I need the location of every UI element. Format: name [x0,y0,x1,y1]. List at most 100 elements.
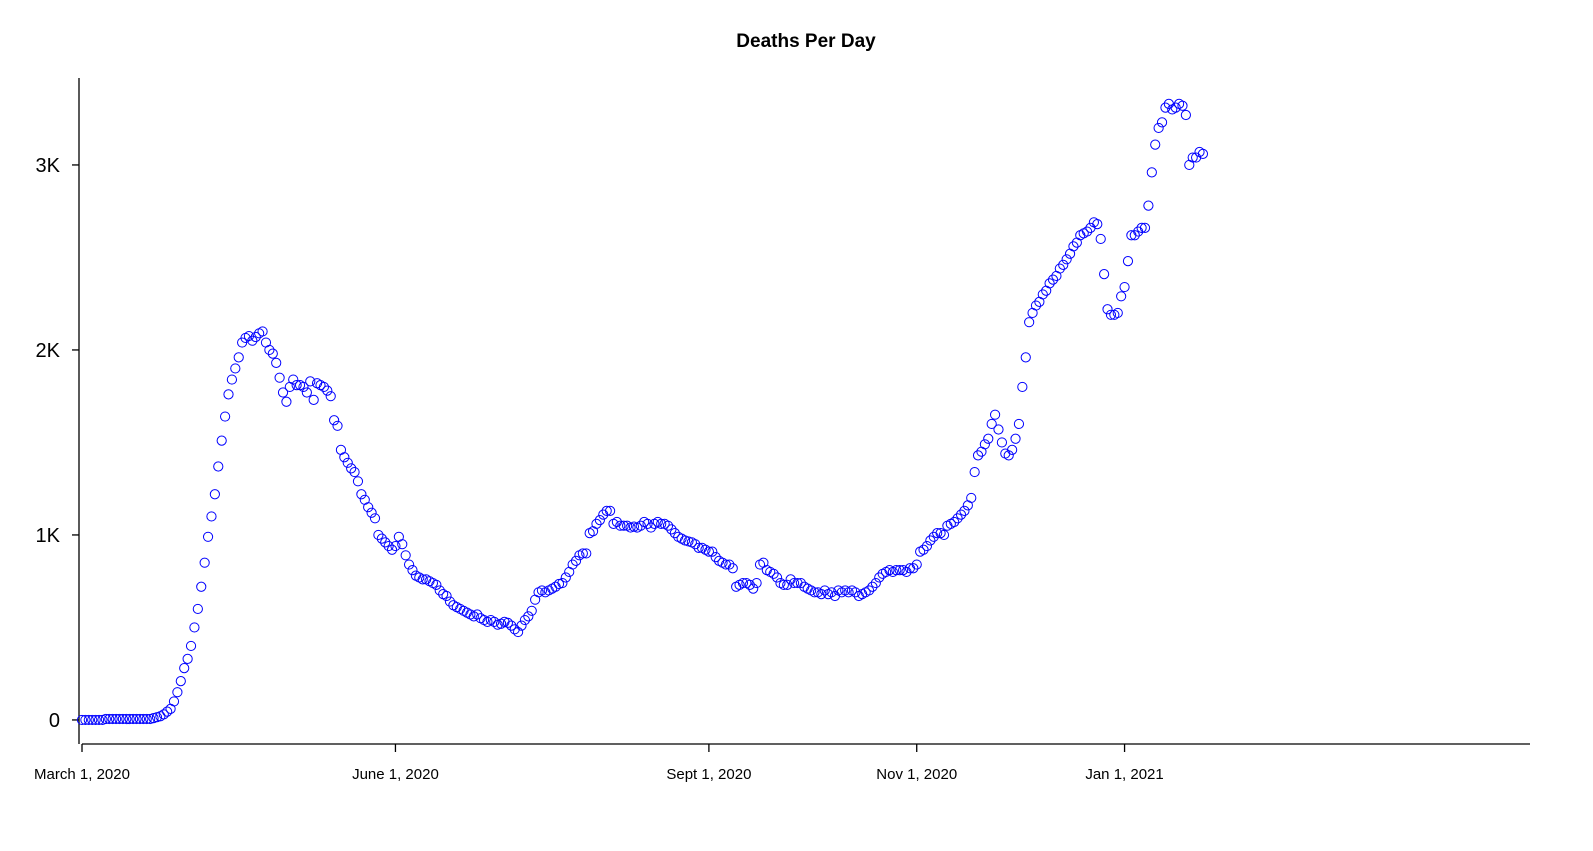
data-point [669,528,680,539]
data-point [138,713,149,725]
data-point [202,531,214,542]
data-point [1177,100,1188,111]
data-point [666,524,677,535]
data-point [819,585,830,596]
data-point [1102,304,1113,315]
data-point [635,520,646,531]
data-point [949,516,960,528]
data-point [1099,269,1110,280]
data-point [966,492,977,504]
data-point [434,585,445,596]
data-point [1143,200,1154,211]
data-point [618,520,629,531]
x-tick-label: Nov 1, 2020 [876,766,957,783]
data-point [1081,226,1093,237]
data-point [955,509,967,520]
data-point [342,457,353,468]
data-point [141,713,152,725]
data-point [349,466,360,478]
data-point [959,505,970,516]
data-point [209,489,220,500]
data-point [557,577,568,589]
data-point [332,420,343,431]
data-point [969,466,980,478]
data-point [489,616,500,628]
y-axis-ticks: 0 1K 2K 3K [36,155,79,732]
data-point [938,529,950,541]
data-point [376,533,387,544]
data-point [322,385,333,396]
data-point [1054,263,1065,274]
data-point [369,513,381,524]
data-point [192,603,203,615]
data-point [291,380,302,391]
data-point [189,622,200,633]
data-point [104,713,115,725]
data-point [216,435,227,446]
data-point [403,559,415,570]
data-point [305,376,316,387]
data-point [1013,418,1025,430]
data-point [213,461,224,472]
y-tick-label: 2K [36,340,61,362]
data-point [519,614,531,626]
data-point [1017,381,1028,393]
data-point [816,589,827,600]
data-point [656,518,667,529]
data-point [983,433,994,444]
data-point [594,515,605,526]
data-point [185,640,197,652]
data-point [264,344,275,356]
data-point [386,544,398,555]
data-point [121,713,132,725]
data-point [277,387,289,398]
data-point [523,611,534,622]
data-point [114,713,125,725]
data-point [751,577,762,589]
data-point [257,326,268,337]
data-point [308,394,319,405]
data-point [972,450,984,461]
data-point [247,335,258,346]
data-point [1061,254,1072,265]
data-point [107,713,118,725]
data-point [444,596,456,607]
data-point [223,389,234,400]
data-point [1139,222,1151,233]
data-point [526,605,537,616]
data-point [179,663,190,674]
data-point [172,687,183,698]
x-axis-ticks: March 1, 2020 June 1, 2020 Sept 1, 2020 Nov… [34,744,1164,783]
data-point [196,581,207,592]
data-points [76,98,1209,726]
data-point [727,563,738,574]
data-point [1068,241,1079,252]
data-point [925,535,936,546]
data-point [271,357,282,368]
data-point [1146,167,1157,178]
data-point [325,391,336,402]
data-point [577,548,588,559]
data-point [1037,289,1048,300]
data-point [581,548,592,559]
data-point [1187,152,1198,163]
data-point [441,590,452,602]
data-point [768,568,779,579]
data-point [567,559,578,570]
data-point [352,476,364,487]
data-point [1129,230,1140,241]
data-point [220,411,231,422]
data-point [199,557,210,568]
data-point [472,609,483,620]
data-point [83,714,94,726]
data-point [662,520,674,531]
data-point [1112,307,1123,319]
data-point [516,620,527,631]
data-point [397,539,408,550]
data-point [390,540,401,552]
data-point [124,713,135,725]
data-point [952,513,963,524]
data-point [1003,450,1014,461]
data-point [778,579,789,591]
